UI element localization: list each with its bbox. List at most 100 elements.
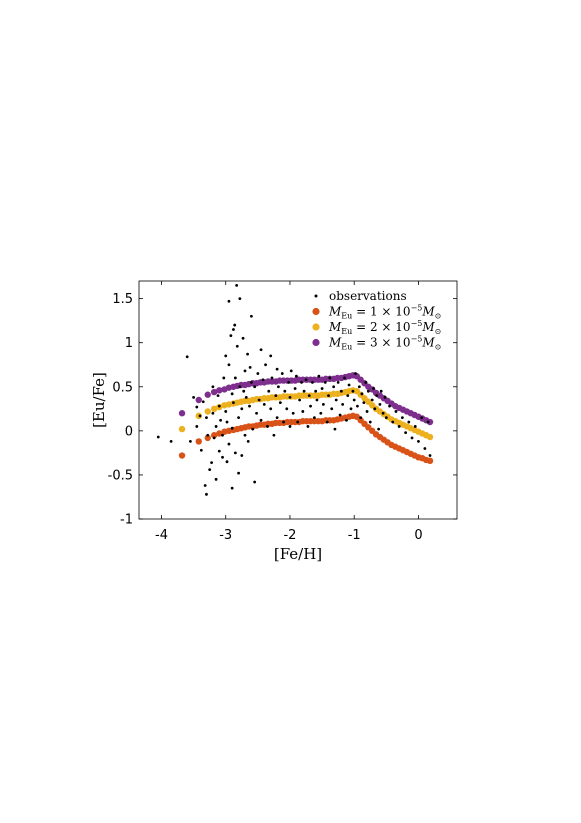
observation-point (237, 471, 240, 475)
observation-point (388, 404, 391, 408)
legend-label: MEu = 1 × 10−5M⊙ (328, 304, 441, 321)
observation-point (250, 380, 253, 384)
observation-point (362, 401, 366, 405)
observation-point (214, 425, 218, 428)
observation-point (317, 374, 321, 378)
observation-point (391, 420, 395, 424)
observation-point (199, 448, 203, 452)
observation-point (332, 385, 336, 389)
observation-point (351, 389, 355, 393)
observation-point (407, 420, 411, 424)
observation-point (227, 299, 231, 303)
observation-point (266, 425, 269, 428)
observation-point (334, 398, 338, 402)
observation-point (270, 376, 274, 380)
ticks-layer: -4 -3 -2 -1 0 -1 -0.5 0 0.5 1 1.5 (108, 281, 457, 543)
observation-point (208, 468, 212, 472)
observation-point (216, 394, 220, 397)
observation-point (314, 389, 318, 393)
observation-point (250, 314, 253, 318)
observation-point (195, 425, 199, 428)
series-model-1 (178, 412, 434, 465)
observation-point (346, 394, 350, 397)
observation-point (420, 416, 424, 420)
observation-point (255, 411, 258, 415)
observation-point (248, 365, 252, 369)
observation-point (256, 372, 260, 375)
observation-point (289, 369, 293, 373)
observation-point (261, 378, 265, 382)
legend-marker (312, 323, 320, 331)
observation-point (230, 426, 234, 430)
observation-point (238, 297, 242, 301)
observation-point (423, 447, 427, 450)
observation-point (230, 486, 234, 490)
observation-point (301, 410, 305, 413)
observation-point (288, 425, 292, 428)
observation-point (214, 477, 218, 481)
observation-point (294, 374, 298, 378)
observation-point (257, 398, 261, 402)
observation-point (264, 363, 267, 367)
observation-point (426, 420, 430, 424)
legend-marker (312, 307, 320, 316)
observation-point (274, 394, 278, 397)
observation-point (233, 451, 237, 455)
observation-point (327, 394, 330, 397)
observation-point (259, 418, 263, 422)
model-point (204, 408, 211, 415)
observation-point (428, 454, 432, 457)
observation-point (237, 416, 240, 420)
observation-point (219, 418, 222, 422)
legend-entry: MEu = 1 × 10−5M⊙ (312, 304, 441, 321)
legend-marker (312, 338, 320, 347)
observation-point (241, 336, 245, 340)
model-point (204, 434, 211, 442)
observation-point (354, 372, 357, 375)
observation-point (198, 414, 202, 418)
legend-marker (314, 294, 318, 298)
legend-entry: MEu = 3 × 10−5M⊙ (312, 335, 441, 352)
observation-point (192, 395, 196, 399)
observation-point (343, 376, 346, 380)
model-point (426, 433, 434, 441)
legend-entry: observations (314, 289, 407, 303)
observation-point (397, 425, 401, 428)
observation-point (366, 389, 370, 393)
observation-point (356, 404, 359, 408)
observation-point (328, 376, 332, 380)
observation-point (188, 440, 192, 443)
observation-point (302, 389, 306, 393)
observation-point (212, 436, 216, 440)
observation-point (338, 413, 342, 417)
observation-point (383, 395, 387, 399)
observation-point (262, 403, 266, 406)
observation-point (359, 416, 363, 420)
observation-point (365, 410, 369, 413)
observation-point (233, 323, 237, 327)
observation-point (349, 407, 353, 411)
x-tick-label: -4 (155, 528, 168, 543)
model-point (195, 438, 202, 445)
y-tick-label: -0.5 (108, 468, 133, 483)
observation-point (221, 433, 224, 437)
observation-point (275, 416, 279, 420)
observation-point (287, 380, 291, 384)
observation-point (201, 400, 205, 404)
observation-point (246, 440, 250, 443)
observation-point (232, 328, 235, 331)
observation-point (211, 411, 215, 415)
observation-point (217, 404, 221, 408)
observation-point (278, 401, 282, 405)
observation-point (275, 367, 279, 371)
observation-point (339, 389, 343, 393)
observation-point (282, 420, 285, 424)
observation-point (269, 407, 273, 411)
y-tick-label: 0 (125, 424, 133, 439)
observation-point (312, 416, 316, 420)
observation-point (267, 389, 271, 393)
observation-point (293, 387, 297, 390)
model-point (216, 430, 223, 437)
